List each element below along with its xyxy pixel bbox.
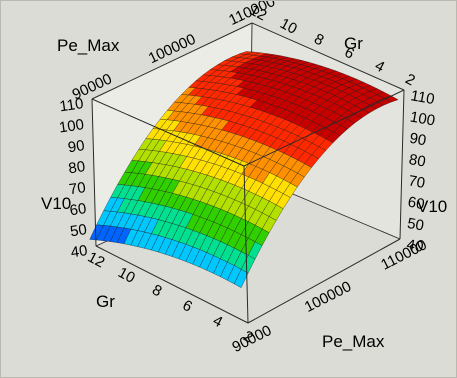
z-tick-label-left: 100	[58, 116, 85, 136]
y-tick-label-bottom: 8	[149, 281, 164, 300]
z-tick-label-left: 110	[59, 95, 85, 115]
box-edge-front-vertical	[243, 165, 249, 324]
y-axis-title-top: Gr	[344, 34, 363, 53]
y-tick-label-top: 8	[311, 30, 326, 49]
y-tick-label-bottom: 4	[210, 312, 225, 331]
z-tick-label-left: 70	[68, 179, 87, 198]
box-edge-bottom-left	[95, 245, 249, 324]
z-axis-title-left: V10	[41, 194, 71, 213]
x-axis-title-top: Pe_Max	[57, 36, 120, 55]
z-tick-label-right: 70	[407, 172, 426, 192]
x-tick-label-bottom: 110000	[378, 236, 429, 273]
box-edge-top-front-right	[243, 89, 405, 167]
z-tick-label-right: 100	[409, 108, 437, 129]
z-tick-label-right: 50	[406, 215, 425, 235]
y-tick-label-top: 2	[402, 71, 417, 90]
surface-cell	[233, 268, 249, 289]
x-tick-label-bottom: 90000	[230, 322, 275, 356]
y-tick-label-top: 10	[277, 15, 300, 38]
box-edge-right-vertical	[399, 89, 405, 240]
z-tick-label-left: 80	[67, 158, 86, 177]
z-tick-label-left: 90	[67, 137, 86, 156]
y-tick-label-bottom: 12	[85, 249, 108, 272]
x-tick-label-bottom: 100000	[302, 278, 354, 316]
y-tick-label-top: 12	[247, 2, 270, 25]
plot-box-front	[91, 22, 405, 324]
box-edge-top-front-left	[91, 98, 245, 167]
z-tick-label-right: 110	[409, 87, 436, 108]
box-edge-left-vertical	[91, 98, 97, 247]
box-edge-top-left	[91, 22, 253, 100]
x-axis-title-bottom: Pe_Max	[322, 332, 385, 351]
box-edge-bottom-right	[247, 238, 401, 324]
y-tick-label-bottom: 10	[115, 264, 138, 287]
z-tick-label-right: 80	[408, 151, 427, 171]
z-axis-title-right: V10	[417, 197, 447, 216]
z-tick-label-right: 40	[405, 236, 424, 256]
box-edge-top-right	[251, 22, 405, 91]
z-tick-label-left: 50	[69, 221, 88, 240]
y-tick-label-top: 4	[372, 57, 387, 76]
surface-mesh	[89, 51, 399, 289]
z-tick-label-right: 90	[408, 130, 427, 150]
z-tick-label-left: 40	[70, 242, 89, 261]
z-tick-label-right: 60	[406, 194, 425, 214]
y-axis-title-bottom: Gr	[96, 292, 115, 311]
y-tick-label-bottom: 6	[180, 297, 195, 316]
z-tick-label-left: 60	[69, 200, 88, 219]
